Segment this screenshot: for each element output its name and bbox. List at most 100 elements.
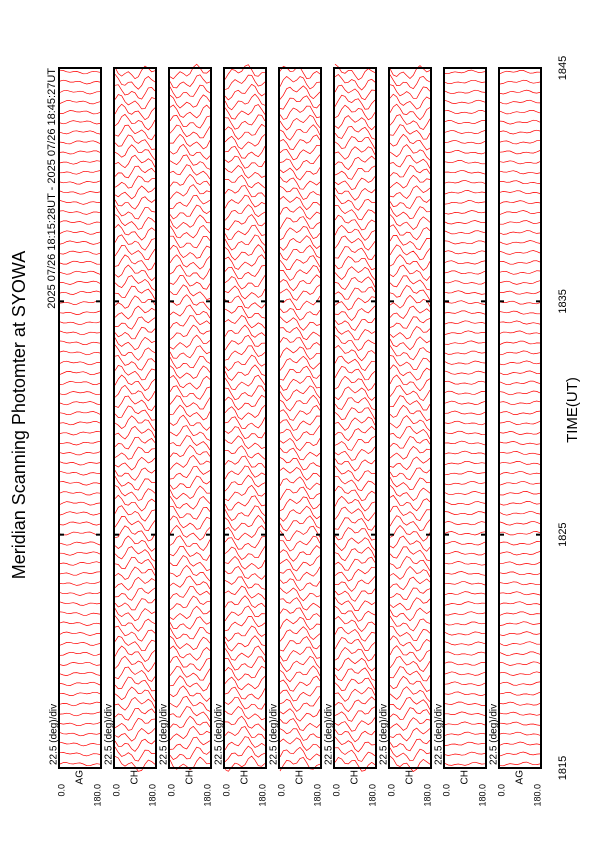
x-tick-label: 1835 xyxy=(557,289,569,313)
trace xyxy=(389,214,431,230)
trace xyxy=(279,226,321,241)
trace xyxy=(59,220,101,225)
trace xyxy=(169,425,211,441)
trace xyxy=(114,655,156,673)
trace xyxy=(279,626,321,642)
trace xyxy=(279,415,321,431)
trace xyxy=(224,676,266,691)
trace xyxy=(114,436,156,450)
trace xyxy=(224,214,266,231)
trace xyxy=(444,571,486,576)
trace xyxy=(279,525,321,541)
trace xyxy=(59,120,101,125)
trace xyxy=(499,651,541,656)
panel-frame xyxy=(223,67,267,769)
scale-label: 22.5 (deg)/div xyxy=(214,704,225,765)
trace xyxy=(169,355,211,369)
trace xyxy=(279,686,320,702)
trace xyxy=(389,244,431,261)
trace xyxy=(334,255,376,271)
trace xyxy=(59,89,101,95)
trace xyxy=(169,685,211,702)
trace xyxy=(59,411,101,416)
trace xyxy=(114,124,156,141)
trace xyxy=(444,360,486,365)
trace xyxy=(499,230,541,235)
trace xyxy=(114,546,156,562)
trace xyxy=(445,711,486,717)
trace xyxy=(334,146,376,160)
trace xyxy=(444,731,486,736)
trace xyxy=(114,234,156,251)
trace xyxy=(169,345,211,359)
trace xyxy=(169,645,211,661)
trace xyxy=(389,174,431,189)
trace xyxy=(169,565,211,582)
trace xyxy=(59,741,101,747)
trace xyxy=(59,671,101,676)
trace xyxy=(499,581,540,586)
trace xyxy=(499,70,541,75)
trace xyxy=(389,675,431,692)
traces xyxy=(334,63,376,772)
trace xyxy=(444,491,486,496)
trace xyxy=(334,696,376,713)
trace xyxy=(279,555,321,572)
trace xyxy=(224,416,266,429)
trace xyxy=(499,390,541,396)
trace xyxy=(334,326,376,341)
trace xyxy=(389,114,431,131)
trace xyxy=(499,240,541,245)
trace xyxy=(279,244,321,261)
trace xyxy=(169,465,211,480)
trace xyxy=(499,320,541,325)
trace xyxy=(169,475,211,490)
trace xyxy=(114,415,156,432)
trace xyxy=(389,404,431,422)
trace xyxy=(444,110,486,114)
trace xyxy=(169,194,211,209)
trace xyxy=(59,641,101,646)
trace xyxy=(334,286,376,300)
trace xyxy=(224,194,266,209)
trace xyxy=(279,265,321,281)
trace xyxy=(114,755,156,772)
trace xyxy=(389,395,431,411)
trace xyxy=(334,637,376,651)
trace xyxy=(334,677,376,691)
trace xyxy=(334,485,376,502)
chart-title: Meridian Scanning Photomter at SYOWA xyxy=(9,251,29,579)
trace xyxy=(224,234,266,251)
trace xyxy=(334,436,376,451)
trace xyxy=(59,581,101,586)
trace xyxy=(444,220,486,225)
trace xyxy=(224,505,266,521)
trace xyxy=(59,470,101,476)
trace xyxy=(224,324,266,338)
trace xyxy=(334,626,376,642)
y-tick-label: 0.0 xyxy=(496,784,506,797)
trace xyxy=(114,556,156,571)
trace xyxy=(59,701,101,707)
trace xyxy=(389,426,431,440)
trace xyxy=(114,205,156,220)
trace xyxy=(59,561,101,566)
trace xyxy=(334,605,376,622)
trace xyxy=(114,185,156,200)
trace xyxy=(169,334,211,350)
trace xyxy=(499,270,541,275)
traces xyxy=(114,65,156,772)
trace xyxy=(169,365,211,379)
trace xyxy=(389,436,431,449)
scale-label: 22.5 (deg)/div xyxy=(434,704,445,765)
trace xyxy=(114,395,156,412)
trace xyxy=(224,104,266,120)
trace xyxy=(169,324,211,340)
trace xyxy=(114,467,156,481)
y-tick-label: 180.0 xyxy=(147,784,157,807)
trace xyxy=(389,264,431,281)
trace xyxy=(169,655,211,671)
trace xyxy=(224,625,266,642)
trace xyxy=(444,410,486,416)
trace xyxy=(224,315,266,329)
